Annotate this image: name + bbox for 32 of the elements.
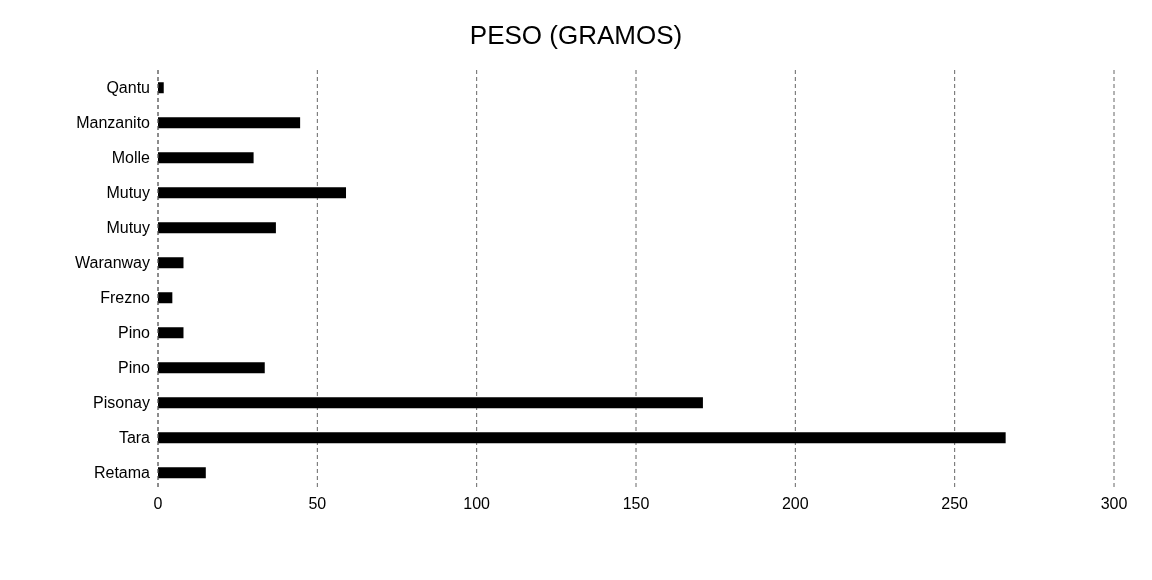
y-tick-label: Qantu — [106, 79, 150, 97]
y-tick-label: Mutuy — [106, 184, 150, 202]
bar — [158, 117, 301, 129]
x-tick-label: 200 — [781, 495, 809, 513]
y-tick-label: Retama — [93, 464, 151, 482]
bar — [158, 82, 164, 94]
y-tick-label: Mutuy — [106, 219, 150, 237]
bar — [158, 432, 1006, 444]
x-tick-label: 150 — [622, 495, 650, 513]
x-tick-label: 250 — [941, 495, 969, 513]
x-tick-label: 50 — [308, 495, 327, 513]
x-tick-label: 300 — [1100, 495, 1128, 513]
x-tick-label: 0 — [153, 495, 163, 513]
bar — [158, 292, 173, 304]
y-tick-label: Waranway — [75, 254, 150, 272]
bar — [158, 327, 184, 339]
y-tick-label: Manzanito — [76, 114, 151, 132]
x-tick-label: 100 — [463, 495, 491, 513]
bar — [158, 397, 703, 409]
chart-title: PESO (GRAMOS) — [468, 20, 684, 52]
bar — [158, 152, 254, 164]
y-tick-label: Pino — [117, 359, 151, 377]
bar — [158, 257, 184, 269]
bar — [158, 362, 265, 374]
y-tick-label: Molle — [111, 149, 151, 167]
bar — [158, 187, 347, 199]
y-tick-label: Pino — [117, 324, 151, 342]
y-tick-label: Pisonay — [93, 394, 150, 412]
bar — [158, 222, 276, 234]
y-tick-label: Tara — [118, 429, 151, 447]
bar — [158, 467, 206, 479]
y-tick-label: Frezno — [100, 289, 151, 307]
